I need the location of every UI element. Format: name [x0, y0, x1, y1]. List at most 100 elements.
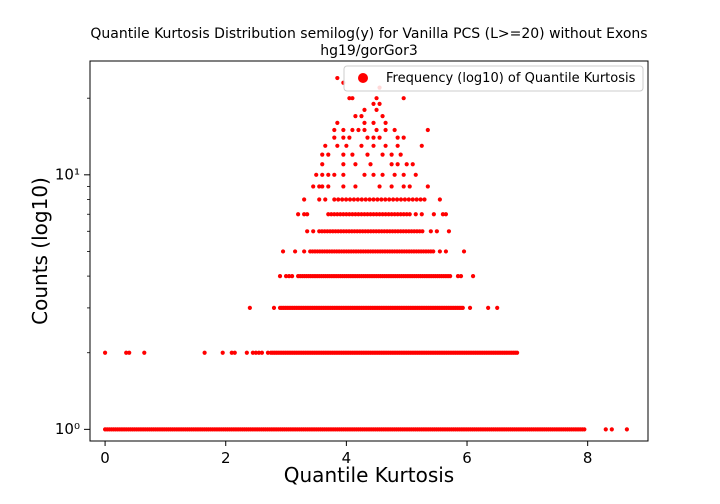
data-point	[353, 114, 358, 119]
data-point	[371, 172, 376, 177]
data-point	[392, 212, 397, 217]
data-point	[124, 350, 129, 355]
data-point	[229, 350, 234, 355]
x-tick-6: 6	[462, 441, 472, 467]
data-points	[102, 75, 629, 432]
data-point	[277, 274, 283, 279]
legend-marker	[358, 73, 368, 83]
chart-title: Quantile Kurtosis Distribution semilog(y…	[90, 26, 647, 42]
data-point	[368, 212, 373, 217]
data-point	[368, 162, 373, 167]
data-point	[371, 197, 376, 202]
data-point	[329, 212, 334, 217]
data-point	[443, 212, 449, 217]
data-point	[362, 120, 367, 125]
x-tick-label: 2	[221, 449, 231, 467]
data-point	[398, 197, 404, 202]
data-point	[422, 197, 427, 202]
data-point	[202, 350, 207, 355]
data-point	[280, 249, 286, 254]
data-point	[402, 197, 407, 202]
data-point	[344, 143, 349, 148]
data-point	[404, 162, 409, 167]
data-point	[401, 172, 406, 177]
data-point	[338, 212, 343, 217]
data-point	[320, 184, 325, 189]
data-point	[401, 184, 406, 189]
data-point	[359, 197, 364, 202]
data-point	[302, 212, 307, 217]
data-point	[392, 127, 397, 133]
data-point	[283, 274, 289, 279]
data-point	[256, 350, 262, 355]
data-point	[362, 212, 367, 217]
x-tick-label: 8	[583, 449, 593, 467]
data-point	[311, 184, 316, 189]
data-point	[341, 162, 346, 167]
data-point	[383, 197, 388, 202]
data-point	[320, 162, 325, 167]
data-point	[363, 197, 368, 202]
data-point	[314, 172, 319, 177]
data-point	[341, 212, 346, 217]
data-point	[341, 152, 346, 157]
data-point	[377, 101, 382, 106]
data-point	[515, 350, 520, 355]
data-point	[335, 75, 340, 81]
data-point	[383, 120, 388, 125]
data-point	[271, 305, 277, 311]
x-tick-2: 2	[221, 441, 231, 467]
data-point	[351, 197, 357, 202]
data-point	[467, 305, 473, 311]
x-tick-8: 8	[583, 441, 593, 467]
data-point	[353, 212, 358, 217]
legend: Frequency (log10) of Quantile Kurtosis	[343, 65, 644, 92]
data-point	[347, 135, 352, 140]
data-point	[394, 197, 400, 202]
data-point	[302, 249, 307, 254]
data-point	[380, 212, 385, 217]
data-point	[350, 152, 355, 157]
data-point	[374, 96, 379, 101]
data-point	[582, 427, 587, 432]
y-axis-label: Counts (log10)	[28, 177, 52, 325]
data-point	[455, 274, 461, 279]
data-point	[356, 212, 361, 217]
data-point	[391, 197, 396, 202]
x-axis: 0 2 4 6 8 Quantile Kurtosis	[100, 441, 592, 487]
x-axis-label: Quantile Kurtosis	[284, 463, 454, 487]
x-tick-label: 4	[342, 449, 352, 467]
y-tick-1: 10⁰	[55, 420, 90, 438]
data-point	[367, 197, 372, 202]
y-axis: 10⁰ 10¹ Counts (log10)	[28, 97, 90, 438]
data-point	[425, 127, 430, 133]
data-point	[407, 212, 412, 217]
data-point	[380, 114, 385, 119]
data-point	[320, 172, 325, 177]
data-point	[431, 249, 436, 254]
data-point	[428, 229, 433, 234]
data-point	[305, 229, 310, 234]
data-point	[326, 184, 331, 189]
data-point	[398, 212, 403, 217]
data-point	[404, 212, 409, 217]
data-point	[359, 212, 364, 217]
data-point	[353, 162, 358, 167]
data-point	[609, 427, 614, 432]
data-point	[401, 135, 406, 140]
data-point	[448, 274, 453, 279]
data-point	[392, 172, 397, 177]
data-point	[395, 212, 400, 217]
data-point	[383, 143, 388, 148]
data-point	[486, 305, 491, 311]
data-point	[289, 274, 295, 279]
data-point	[395, 135, 400, 140]
data-point	[374, 127, 379, 133]
data-point	[371, 135, 376, 140]
plot-frame	[89, 60, 649, 442]
data-point	[425, 184, 430, 189]
data-point	[311, 229, 316, 234]
data-point	[398, 152, 403, 157]
x-tick-0: 0	[100, 441, 110, 467]
data-point	[410, 197, 415, 202]
